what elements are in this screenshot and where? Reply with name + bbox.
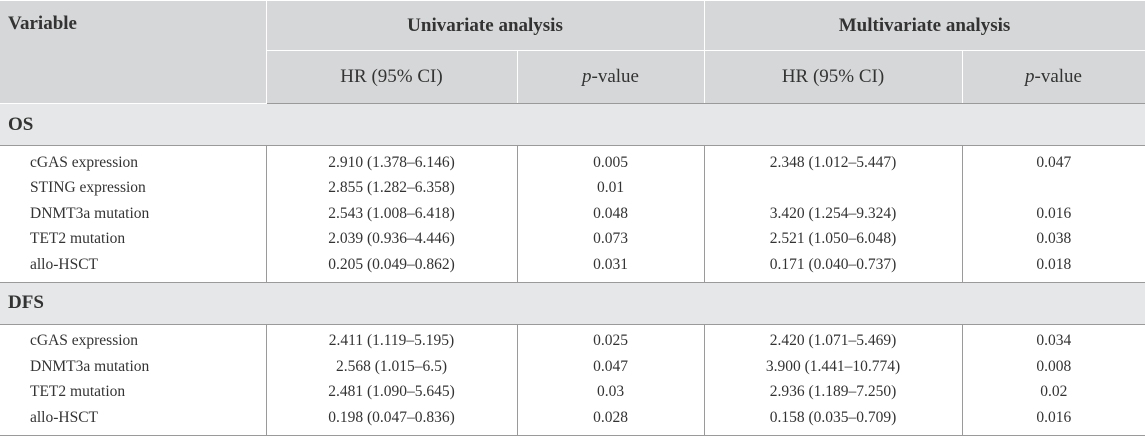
uni-p-cell: 0.03 (516, 379, 705, 405)
multi-hr-cell: 3.420 (1.254–9.324) (703, 201, 963, 227)
p-suffix: -value (1034, 66, 1082, 87)
multi-hr-cell: 0.158 (0.035–0.709) (703, 405, 963, 436)
univariate-group-header: Univariate analysis (265, 0, 705, 51)
multi-hr-cell: 2.936 (1.189–7.250) (703, 379, 963, 405)
multi-p-cell: 0.038 (961, 226, 1145, 252)
variable-cell: TET2 mutation (30, 230, 126, 248)
p-italic: p (1025, 66, 1035, 87)
multi-p-cell: 0.016 (961, 201, 1145, 227)
variable-cell: allo-HSCT (0, 252, 266, 283)
table-row: TET2 mutation 2.039 (0.936–4.446) 0.073 … (0, 226, 1145, 252)
multivariate-group-header: Multivariate analysis (703, 0, 1145, 51)
table-row: TET2 mutation 2.481 (1.090–5.645) 0.03 2… (0, 379, 1145, 405)
variable-cell: cGAS expression (30, 332, 139, 350)
uni-p-cell: 0.005 (516, 145, 705, 176)
uni-p-cell: 0.048 (516, 201, 705, 227)
multi-hr-cell: 2.348 (1.012–5.447) (703, 145, 963, 176)
table-row: cGAS expression 2.411 (1.119–5.195) 0.02… (0, 324, 1145, 354)
section-title: OS (0, 103, 1145, 146)
multi-p-cell: 0.008 (961, 354, 1145, 380)
table-row: allo-HSCT 0.205 (0.049–0.862) 0.031 0.17… (0, 252, 1145, 283)
uni-hr-cell: 2.855 (1.282–6.358) (265, 175, 517, 201)
table-row: STING expression 2.855 (1.282–6.358) 0.0… (0, 175, 1145, 201)
uni-p-cell: 0.047 (516, 354, 705, 380)
variable-cell: DNMT3a mutation (30, 204, 150, 222)
uni-hr-cell: 2.543 (1.008–6.418) (265, 201, 517, 227)
multivariate-hr-header: HR (95% CI) (703, 50, 963, 104)
table-row: DNMT3a mutation 2.543 (1.008–6.418) 0.04… (0, 201, 1145, 227)
multi-hr-cell: 0.171 (0.040–0.737) (703, 252, 963, 283)
table-row: cGAS expression 2.910 (1.378–6.146) 0.00… (0, 145, 1145, 176)
multi-hr-cell: 3.900 (1.441–10.774) (703, 354, 963, 380)
uni-p-cell: 0.01 (516, 175, 705, 201)
multi-hr-cell: 2.420 (1.071–5.469) (703, 324, 963, 354)
section-title: DFS (0, 282, 1145, 325)
multi-p-cell: 0.016 (961, 405, 1145, 436)
multi-p-cell (961, 175, 1145, 201)
variable-cell: STING expression (30, 179, 146, 197)
table-row: DNMT3a mutation 2.568 (1.015–6.5) 0.047 … (0, 354, 1145, 380)
variable-cell: TET2 mutation (30, 383, 126, 401)
variable-column-header: Variable (0, 0, 267, 104)
section-row-os: OS (0, 103, 1145, 146)
multi-hr-cell (703, 175, 963, 201)
multi-p-cell: 0.018 (961, 252, 1145, 283)
table-row: allo-HSCT 0.198 (0.047–0.836) 0.028 0.15… (0, 405, 1145, 436)
univariate-hr-header: HR (95% CI) (265, 50, 518, 104)
multi-p-cell: 0.02 (961, 379, 1145, 405)
multi-p-cell: 0.034 (961, 324, 1145, 354)
p-suffix: -value (591, 66, 639, 87)
section-row-dfs: DFS (0, 282, 1145, 325)
variable-cell: DNMT3a mutation (30, 357, 150, 375)
univariate-p-header: p-value (516, 50, 705, 104)
table-header: Variable Univariate analysis Multivariat… (0, 0, 1145, 104)
uni-hr-cell: 2.910 (1.378–6.146) (265, 145, 517, 176)
uni-hr-cell: 0.205 (0.049–0.862) (265, 252, 517, 283)
multivariate-p-header: p-value (961, 50, 1145, 104)
uni-hr-cell: 0.198 (0.047–0.836) (265, 405, 517, 436)
uni-p-cell: 0.031 (516, 252, 705, 283)
multi-hr-cell: 2.521 (1.050–6.048) (703, 226, 963, 252)
variable-cell: allo-HSCT (0, 405, 266, 436)
uni-p-cell: 0.028 (516, 405, 705, 436)
multi-p-cell: 0.047 (961, 145, 1145, 176)
uni-hr-cell: 2.568 (1.015–6.5) (265, 354, 517, 380)
uni-hr-cell: 2.481 (1.090–5.645) (265, 379, 517, 405)
uni-hr-cell: 2.411 (1.119–5.195) (265, 324, 517, 354)
uni-p-cell: 0.025 (516, 324, 705, 354)
uni-hr-cell: 2.039 (0.936–4.446) (265, 226, 517, 252)
uni-p-cell: 0.073 (516, 226, 705, 252)
table-body: OS cGAS expression 2.910 (1.378–6.146) 0… (0, 103, 1145, 436)
variable-cell: cGAS expression (30, 153, 139, 171)
p-italic: p (582, 66, 592, 87)
